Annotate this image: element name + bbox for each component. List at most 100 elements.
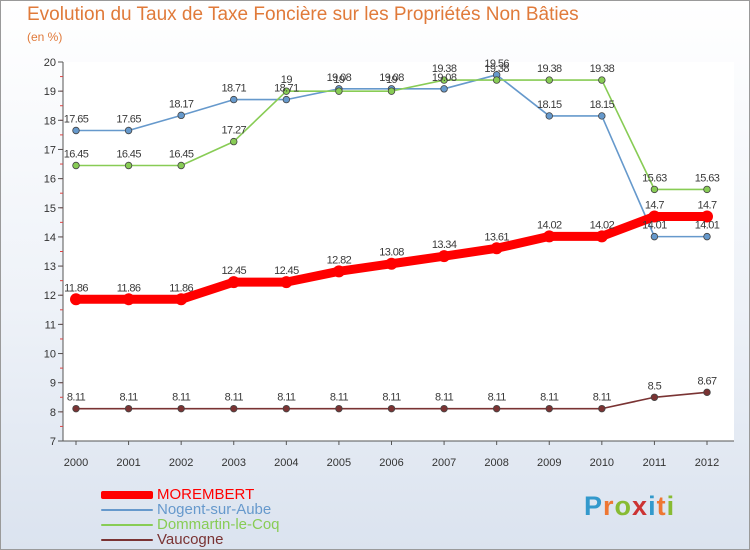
- data-point-dommartin-le-coq: [335, 87, 343, 95]
- data-label-dommartin-le-coq: 16.45: [64, 148, 89, 160]
- data-label-vaucogne: 8.11: [225, 392, 244, 404]
- data-point-dommartin-le-coq: [545, 76, 553, 84]
- data-point-nogent-sur-aube: [703, 232, 711, 241]
- data-point-vaucogne: [703, 388, 711, 397]
- legend-label: Nogent-sur-Aube: [157, 501, 272, 518]
- y-tick-label: 13: [44, 261, 56, 273]
- data-label-dommartin-le-coq: 19: [333, 74, 345, 86]
- data-label-nogent-sur-aube: 17.65: [116, 114, 141, 126]
- data-label-dommartin-le-coq: 16.45: [116, 148, 141, 160]
- data-point-vaucogne: [387, 404, 396, 413]
- data-point-nogent-sur-aube: [545, 112, 553, 120]
- data-point-vaucogne: [650, 393, 659, 401]
- y-tick-label: 15: [44, 203, 56, 215]
- data-point-morembert: [227, 276, 240, 289]
- x-tick-label: 2011: [643, 457, 667, 469]
- data-point-vaucogne: [72, 404, 80, 413]
- data-label-nogent-sur-aube: 19.08: [379, 72, 404, 84]
- y-tick-label: 12: [44, 290, 56, 302]
- logo-letter: x: [632, 491, 649, 521]
- data-point-nogent-sur-aube: [650, 232, 659, 241]
- data-point-morembert: [385, 257, 398, 270]
- data-label-vaucogne: 8.11: [277, 392, 296, 404]
- logo-letter: r: [603, 491, 615, 521]
- data-label-dommartin-le-coq: 19.38: [590, 63, 615, 75]
- data-point-vaucogne: [545, 404, 553, 413]
- data-label-dommartin-le-coq: 16.45: [169, 148, 194, 160]
- data-label-morembert: 14.02: [590, 219, 615, 231]
- data-point-dommartin-le-coq: [598, 76, 606, 84]
- chart-title: Evolution du Taux de Taxe Foncière sur l…: [27, 4, 579, 25]
- legend-label: Dommartin-le-Coq: [157, 516, 280, 533]
- x-tick-label: 2007: [432, 457, 456, 469]
- data-label-dommartin-le-coq: 15.63: [695, 172, 720, 184]
- y-axis-unit-label: (en %): [27, 30, 63, 44]
- data-point-morembert: [280, 276, 293, 289]
- y-tick-label: 18: [44, 115, 56, 127]
- data-label-vaucogne: 8.11: [435, 392, 454, 404]
- data-point-vaucogne: [440, 404, 448, 413]
- data-point-morembert: [595, 230, 608, 243]
- data-point-dommartin-le-coq: [124, 161, 133, 170]
- legend-swatch: [101, 538, 153, 541]
- data-label-morembert: 11.86: [64, 282, 88, 294]
- data-label-nogent-sur-aube: 14.01: [642, 220, 667, 232]
- data-point-nogent-sur-aube: [177, 111, 185, 120]
- data-label-dommartin-le-coq: 19: [281, 74, 293, 86]
- data-point-vaucogne: [124, 404, 133, 413]
- y-tick-label: 19: [44, 86, 56, 98]
- x-tick-label: 2008: [484, 457, 508, 469]
- data-label-vaucogne: 8.11: [593, 392, 612, 404]
- data-point-dommartin-le-coq: [72, 161, 80, 170]
- x-tick-label: 2012: [695, 457, 719, 469]
- data-label-vaucogne: 8.11: [119, 392, 138, 404]
- x-tick-label: 2005: [327, 457, 351, 469]
- data-label-dommartin-le-coq: 19.38: [484, 63, 509, 75]
- data-point-nogent-sur-aube: [72, 126, 80, 135]
- data-point-morembert: [543, 230, 556, 243]
- data-point-morembert: [490, 242, 503, 255]
- x-tick-label: 2002: [169, 457, 193, 469]
- legend-entry-morembert: MOREMBERT: [101, 487, 254, 502]
- legend-label: MOREMBERT: [157, 486, 255, 503]
- data-label-dommartin-le-coq: 17.27: [221, 125, 246, 137]
- y-tick-label: 9: [50, 378, 56, 390]
- data-label-nogent-sur-aube: 14.01: [695, 220, 720, 232]
- x-tick-label: 2003: [222, 457, 246, 469]
- data-label-morembert: 11.86: [169, 282, 193, 294]
- data-label-nogent-sur-aube: 19.08: [327, 72, 352, 84]
- data-point-nogent-sur-aube: [440, 85, 448, 93]
- data-label-nogent-sur-aube: 18.15: [537, 99, 562, 111]
- data-label-dommartin-le-coq: 19: [386, 74, 398, 86]
- data-label-vaucogne: 8.11: [382, 392, 401, 404]
- data-label-vaucogne: 8.11: [172, 392, 191, 404]
- data-label-vaucogne: 8.11: [330, 392, 349, 404]
- data-point-nogent-sur-aube: [230, 95, 238, 104]
- data-point-dommartin-le-coq: [177, 161, 185, 170]
- data-label-vaucogne: 8.11: [67, 392, 86, 404]
- data-label-dommartin-le-coq: 19.38: [537, 63, 562, 75]
- logo-letter: o: [614, 491, 633, 521]
- data-label-morembert: 14.02: [537, 219, 562, 231]
- data-point-nogent-sur-aube: [124, 126, 133, 135]
- data-label-morembert: 12.45: [221, 265, 246, 277]
- data-label-morembert: 13.61: [484, 231, 509, 243]
- data-label-nogent-sur-aube: 18.15: [590, 99, 615, 111]
- data-point-vaucogne: [492, 404, 501, 413]
- x-tick-label: 2010: [590, 457, 614, 469]
- legend-entry-vaucogne: Vaucogne: [101, 532, 223, 547]
- data-point-morembert: [332, 265, 345, 278]
- data-label-vaucogne: 8.5: [648, 380, 662, 392]
- logo-letter: i: [666, 491, 676, 521]
- data-label-vaucogne: 8.11: [488, 392, 507, 404]
- data-point-morembert: [648, 210, 661, 223]
- plot-area: [63, 62, 734, 441]
- data-point-dommartin-le-coq: [492, 76, 501, 84]
- y-tick-label: 17: [44, 144, 56, 156]
- legend-entry-nogent-sur-aube: Nogent-sur-Aube: [101, 502, 271, 517]
- data-point-morembert: [70, 293, 82, 306]
- legend-label: Vaucogne: [157, 531, 224, 548]
- legend-swatch: [101, 523, 153, 526]
- data-label-vaucogne: 8.67: [697, 375, 716, 387]
